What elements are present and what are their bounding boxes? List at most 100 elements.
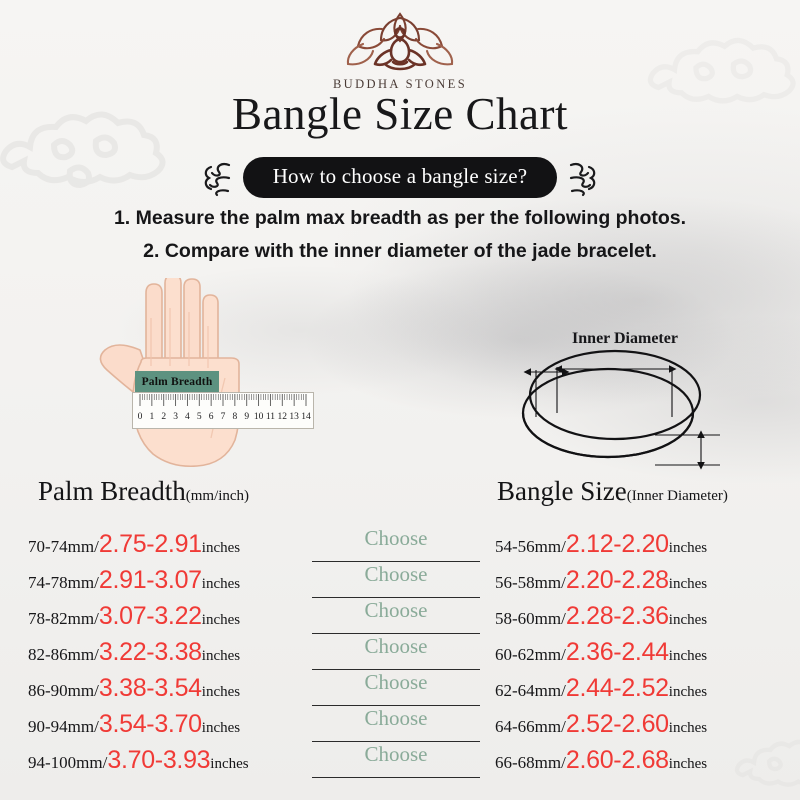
mm-range: 58-60mm/ [495, 609, 566, 628]
choose-underline [312, 705, 480, 706]
unit-label: inches [668, 684, 708, 700]
table-row-left: 74-78mm/2.91-3.07 inches [28, 566, 240, 602]
page-title: Bangle Size Chart [232, 89, 568, 139]
ruler-tick-label: 7 [221, 412, 226, 422]
choose-label[interactable]: Choose [364, 634, 428, 658]
table-row-right: 60-62mm/2.36-2.44 inches [495, 638, 707, 674]
ruler-tick-label: 0 [138, 412, 143, 422]
table-row-right: 58-60mm/2.28-2.36 inches [495, 602, 707, 638]
choose-underline [312, 741, 480, 742]
inner-diameter-label: Inner Diameter [572, 330, 678, 347]
table-row-right: 66-68mm/2.60-2.68 inches [495, 746, 707, 782]
instruction-line-1: 1. Measure the palm max breadth as per t… [113, 207, 687, 229]
brand-logo: BUDDHA STONES [0, 6, 800, 92]
bangle-ring-3d-icon [521, 349, 720, 470]
unit-label: inches [210, 756, 249, 772]
choose-field[interactable]: Choose [312, 742, 480, 782]
choose-underline [312, 561, 480, 562]
choose-label[interactable]: Choose [364, 670, 428, 694]
left-header-unit: (mm/inch) [185, 488, 250, 504]
mm-range: 64-66mm/ [495, 717, 566, 736]
inch-range: 2.52-2.60 [565, 710, 669, 738]
ruler-tick-label: 10 [254, 412, 264, 422]
ruler-tick-label: 14 [301, 412, 311, 422]
question-pill: How to choose a bangle size? [242, 157, 558, 198]
ruler-tick-label: 8 [232, 412, 237, 422]
inch-range: 2.91-3.07 [98, 566, 202, 594]
unit-label: inches [201, 720, 241, 736]
table-row-left: 86-90mm/3.38-3.54 inches [28, 674, 240, 710]
mm-range: 66-68mm/ [495, 753, 566, 772]
curly-ornament-icon [570, 162, 596, 196]
mm-range: 60-62mm/ [495, 645, 566, 664]
table-row-left: 82-86mm/3.22-3.38 inches [28, 638, 240, 674]
inch-range: 3.22-3.38 [98, 638, 202, 666]
table-row-right: 56-58mm/2.20-2.28 inches [495, 566, 707, 602]
inch-range: 2.28-2.36 [565, 602, 669, 630]
choose-underline [312, 777, 480, 778]
unit-label: inches [201, 576, 241, 592]
inch-range: 2.20-2.28 [565, 566, 669, 594]
mm-range: 94-100mm/ [28, 753, 108, 772]
right-column-header: Bangle Size(Inner Diameter) [497, 476, 728, 507]
choose-label[interactable]: Choose [364, 598, 428, 622]
unit-label: inches [668, 540, 708, 556]
palm-breadth-band: Palm Breadth [135, 371, 219, 393]
instruction-line-2: 2. Compare with the inner diameter of th… [143, 240, 657, 262]
table-row-left: 90-94mm/3.54-3.70 inches [28, 710, 240, 746]
choose-field[interactable]: Choose [312, 670, 480, 710]
inch-range: 3.07-3.22 [98, 602, 202, 630]
choose-field[interactable]: Choose [312, 526, 480, 566]
unit-label: inches [201, 540, 241, 556]
table-row-right: 62-64mm/2.44-2.52 inches [495, 674, 707, 710]
brand-name: BUDDHA STONES [332, 77, 468, 91]
inch-range: 2.36-2.44 [565, 638, 669, 666]
mm-range: 78-82mm/ [28, 609, 99, 628]
ruler-tick-label: 4 [185, 412, 190, 422]
table-row-left: 94-100mm/3.70-3.93 inches [28, 746, 249, 782]
unit-label: inches [668, 756, 708, 772]
inch-range: 3.38-3.54 [98, 674, 202, 702]
choose-label[interactable]: Choose [364, 562, 428, 586]
lotus-meditation-icon [346, 12, 454, 71]
curly-ornament-icon [204, 162, 230, 196]
ruler-tick-label: 13 [289, 412, 299, 422]
inch-range: 2.12-2.20 [565, 530, 669, 558]
choose-field[interactable]: Choose [312, 562, 480, 602]
choose-label[interactable]: Choose [364, 706, 428, 730]
ruler-tick-label: 2 [161, 412, 166, 422]
table-row-right: 64-66mm/2.52-2.60 inches [495, 710, 707, 746]
table-row-right: 54-56mm/2.12-2.20 inches [495, 530, 707, 566]
table-row-left: 78-82mm/3.07-3.22 inches [28, 602, 240, 638]
ruler-icon: 0 1 2 3 4 5 6 7 8 9 10 11 12 13 14 [132, 392, 314, 429]
choose-field[interactable]: Choose [312, 634, 480, 674]
inch-range: 2.60-2.68 [565, 746, 669, 774]
choose-underline [312, 633, 480, 634]
unit-label: inches [201, 648, 241, 664]
ruler-tick-label: 6 [209, 412, 214, 422]
unit-label: inches [668, 576, 708, 592]
unit-label: inches [668, 648, 708, 664]
mm-range: 90-94mm/ [28, 717, 99, 736]
choose-label[interactable]: Choose [364, 742, 428, 766]
choose-label[interactable]: Choose [364, 526, 428, 550]
ruler-tick-label: 11 [266, 412, 275, 422]
inch-range: 2.75-2.91 [98, 530, 202, 558]
mm-range: 56-58mm/ [495, 573, 566, 592]
mm-range: 70-74mm/ [28, 537, 99, 556]
ruler-tick-label: 3 [173, 412, 178, 422]
cloud-watermark-icon [734, 739, 800, 787]
mm-range: 62-64mm/ [495, 681, 566, 700]
choose-field[interactable]: Choose [312, 706, 480, 746]
choose-underline [312, 669, 480, 670]
unit-label: inches [201, 684, 241, 700]
left-column-header: Palm Breadth(mm/inch) [38, 476, 249, 507]
inch-range: 2.44-2.52 [565, 674, 669, 702]
mm-range: 74-78mm/ [28, 573, 99, 592]
right-header-title: Bangle Size [497, 476, 627, 506]
inch-range: 3.70-3.93 [107, 746, 211, 774]
choose-field[interactable]: Choose [312, 598, 480, 638]
left-header-title: Palm Breadth [38, 476, 186, 506]
ruler-tick-label: 12 [278, 412, 288, 422]
